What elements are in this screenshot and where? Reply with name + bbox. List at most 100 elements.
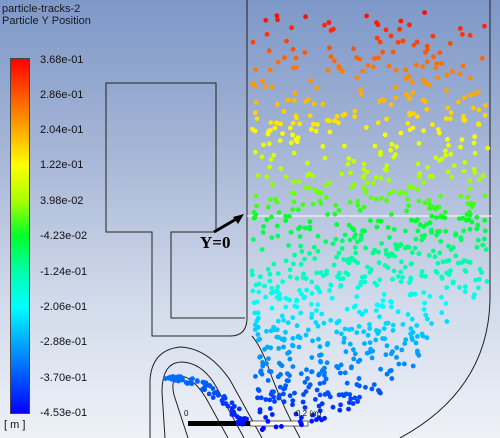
particle	[290, 402, 295, 408]
particle	[331, 262, 337, 268]
particle	[465, 194, 471, 200]
particle	[401, 361, 407, 367]
particle	[443, 301, 449, 306]
particle	[439, 276, 445, 281]
particle	[445, 169, 451, 175]
particle	[471, 140, 477, 146]
particle	[348, 396, 354, 402]
particle	[254, 116, 260, 121]
particle	[283, 218, 289, 224]
particle	[416, 141, 422, 146]
particle	[325, 390, 331, 395]
particle	[351, 356, 357, 362]
particle	[322, 415, 327, 421]
particle	[377, 99, 382, 104]
particle	[250, 126, 255, 132]
particle	[317, 344, 323, 350]
particle	[355, 203, 361, 208]
particle	[443, 153, 449, 158]
particle	[255, 395, 260, 401]
particle	[302, 379, 308, 385]
particle	[375, 55, 381, 61]
particle	[428, 229, 434, 234]
particle	[275, 318, 281, 324]
particle	[404, 208, 409, 214]
particle	[285, 97, 291, 103]
particle	[250, 39, 256, 45]
particle	[413, 62, 419, 68]
particle	[275, 102, 280, 107]
particle	[480, 173, 486, 179]
particle	[475, 222, 481, 228]
particle	[398, 130, 404, 136]
particle	[403, 337, 409, 342]
particle	[358, 87, 363, 92]
particle	[406, 244, 412, 250]
particle	[259, 247, 265, 252]
particle	[357, 394, 362, 400]
particle	[435, 75, 440, 80]
particle	[433, 268, 439, 274]
particle	[443, 148, 448, 154]
particle	[482, 193, 488, 199]
particle	[458, 144, 463, 150]
particle	[364, 169, 370, 175]
particle	[290, 120, 296, 126]
particle	[303, 14, 308, 20]
particle	[280, 279, 285, 285]
particle	[377, 277, 383, 283]
particle	[444, 285, 450, 290]
particle	[476, 107, 482, 113]
particle	[342, 370, 348, 376]
particle	[371, 382, 377, 387]
particle	[355, 198, 361, 204]
particle	[256, 388, 262, 393]
particle	[325, 67, 331, 73]
particle	[315, 302, 321, 308]
particle	[267, 67, 273, 73]
particle	[264, 361, 269, 366]
particle	[369, 355, 375, 361]
particle	[398, 269, 403, 275]
particle	[200, 387, 205, 392]
particle	[363, 245, 368, 251]
particle	[302, 184, 308, 190]
particle	[382, 167, 388, 172]
particle	[471, 105, 476, 111]
particle	[468, 92, 473, 98]
particle	[333, 236, 339, 242]
particle	[433, 155, 439, 161]
particle	[425, 59, 430, 65]
particle	[364, 180, 370, 186]
particle	[386, 177, 392, 183]
particle	[431, 248, 436, 254]
particle	[253, 100, 259, 105]
particle	[446, 243, 451, 249]
particle	[288, 229, 294, 235]
particle	[363, 308, 369, 314]
particle	[433, 205, 439, 210]
particle	[400, 38, 406, 44]
particle	[268, 157, 274, 163]
particle	[253, 374, 258, 379]
particle	[286, 378, 291, 384]
particle	[461, 168, 467, 174]
particle	[201, 380, 207, 386]
particle	[356, 324, 362, 329]
particle	[269, 305, 275, 311]
particle	[472, 134, 477, 140]
particle	[206, 391, 212, 397]
particle	[271, 327, 277, 333]
particle	[435, 229, 440, 234]
particle	[427, 202, 433, 208]
particle	[268, 369, 274, 375]
particle	[275, 59, 281, 65]
particle	[282, 55, 287, 61]
particle	[399, 347, 405, 353]
particle	[263, 17, 269, 23]
particle	[328, 282, 334, 288]
vessel-outline	[105, 0, 248, 337]
particle	[424, 316, 430, 322]
particle	[272, 125, 278, 131]
